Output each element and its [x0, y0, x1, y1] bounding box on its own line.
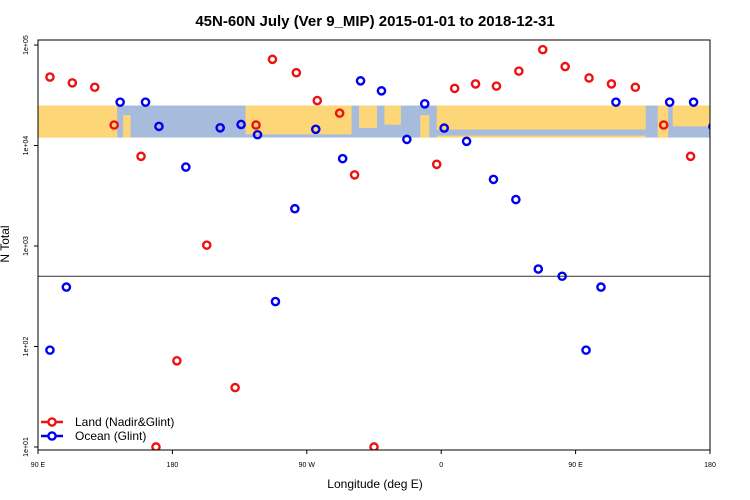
ocean-point	[215, 123, 225, 133]
plot-area-frame	[37, 39, 711, 451]
ocean-point	[708, 122, 710, 131]
land-point	[201, 240, 212, 250]
y-tick-label: 1e+03	[23, 236, 30, 256]
map-land	[384, 105, 401, 125]
land-point	[89, 82, 100, 93]
ocean-point	[252, 129, 263, 140]
ocean-point	[115, 97, 125, 107]
x-tick-label: 90 E	[568, 462, 583, 469]
land-point	[45, 72, 55, 82]
ocean-point	[596, 282, 606, 292]
legend-marker	[47, 431, 57, 441]
land-point	[136, 151, 146, 162]
ocean-point	[140, 97, 151, 107]
y-tick-label: 1e+05	[23, 35, 30, 55]
land-point	[349, 170, 360, 180]
x-tick-label: 180	[704, 462, 716, 469]
ocean-point	[611, 97, 621, 107]
land-point	[584, 73, 594, 83]
ocean-point	[461, 136, 472, 147]
map-land	[436, 135, 646, 138]
ocean-point	[511, 194, 521, 205]
land-point	[109, 120, 119, 130]
land-point	[431, 159, 442, 170]
ocean-point	[355, 76, 366, 86]
land-point	[514, 66, 524, 76]
ocean-point	[376, 86, 387, 96]
legend-label: Land (Nadir&Glint)	[75, 415, 174, 429]
x-tick-label: 90 W	[299, 462, 316, 469]
land-point	[709, 445, 710, 449]
x-tick-label: 180	[167, 462, 179, 469]
land-point	[230, 382, 240, 393]
x-tick-label: 0	[439, 462, 443, 469]
ocean-point	[419, 99, 430, 109]
y-tick-label: 1e+01	[23, 437, 30, 457]
chart-title: 45N-60N July (Ver 9_MIP) 2015-01-01 to 2…	[195, 13, 554, 30]
y-tick-label: 1e+02	[23, 337, 30, 357]
ocean-point	[533, 264, 544, 274]
land-point	[491, 81, 502, 91]
land-point	[658, 120, 669, 130]
world-map-band	[38, 105, 710, 138]
map-land	[38, 105, 118, 138]
ocean-point	[439, 123, 449, 133]
land-point	[151, 442, 161, 450]
land-point	[251, 120, 261, 130]
x-axis-label: Longitude (deg E)	[327, 477, 422, 491]
ocean-point	[337, 153, 348, 164]
land-point	[470, 79, 481, 89]
ocean-point	[236, 119, 246, 130]
ocean-point	[181, 162, 191, 172]
ocean-point	[290, 203, 300, 214]
map-land	[672, 105, 710, 127]
land-point	[449, 83, 460, 94]
map-land	[359, 105, 377, 128]
ocean-point	[688, 97, 699, 107]
ocean-point	[154, 121, 164, 132]
ocean-point	[557, 271, 567, 282]
land-point	[291, 67, 302, 78]
ocean-point	[270, 296, 281, 307]
x-tick-label: 90 E	[31, 462, 46, 469]
land-point	[537, 44, 548, 55]
ocean-point	[45, 345, 55, 355]
map-land	[420, 115, 430, 138]
land-point	[369, 442, 379, 450]
land-point	[630, 82, 641, 93]
map-land	[245, 105, 352, 135]
map-land	[436, 105, 646, 130]
ocean-point	[664, 97, 675, 107]
land-point	[606, 79, 617, 89]
land-point	[560, 61, 570, 72]
land-point	[685, 151, 696, 162]
land-point	[334, 108, 345, 118]
land-point	[267, 54, 278, 65]
ocean-point	[581, 345, 591, 355]
map-land	[38, 135, 118, 138]
y-tick-label: 1e+04	[23, 136, 30, 156]
legend-marker	[47, 417, 57, 427]
map-land	[123, 115, 131, 138]
land-point	[312, 95, 323, 106]
ocean-point	[488, 174, 499, 185]
ocean-point	[61, 282, 72, 292]
legend-label: Ocean (Glint)	[75, 429, 146, 443]
land-point	[172, 356, 182, 366]
ocean-point	[310, 124, 321, 135]
chart-legend: Land (Nadir&Glint)Ocean (Glint)	[41, 415, 174, 443]
land-point	[67, 78, 78, 88]
y-axis-label: N Total	[0, 225, 12, 262]
ocean-point	[402, 134, 412, 145]
